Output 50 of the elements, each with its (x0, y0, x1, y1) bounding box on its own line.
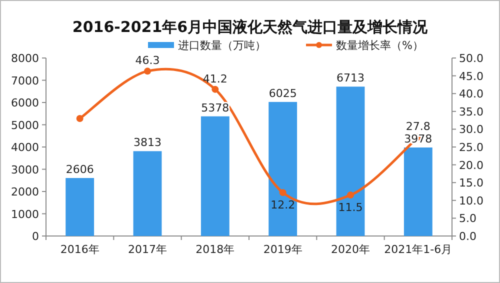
legend-label: 数量增长率（%） (336, 39, 424, 52)
bar (66, 178, 94, 236)
x-tick-label: 2018年 (196, 243, 235, 256)
y2-tick-label: 30.0 (459, 123, 484, 136)
y-tick-label: 2000 (11, 186, 39, 198)
y2-tick-label: 50.0 (459, 52, 484, 65)
legend-label: 进口数量（万吨） (178, 39, 266, 52)
y2-tick-label: 25.0 (459, 141, 484, 154)
y2-tick-label: 15.0 (459, 176, 484, 190)
y-tick-label: 7000 (11, 74, 39, 88)
x-tick-label: 2020年 (331, 243, 370, 256)
x-tick-label: 2021年1-6月 (384, 243, 452, 256)
bar (336, 86, 365, 236)
x-tick-label: 2019年 (263, 243, 302, 256)
y-tick-label: 4000 (11, 141, 39, 154)
y2-tick-label: 10.0 (459, 194, 484, 208)
data-label: 11.5 (338, 201, 363, 214)
y2-tick-label: 45.0 (459, 70, 484, 83)
y2-tick-label: 20.0 (459, 158, 484, 172)
data-label: 5378 (201, 101, 230, 114)
y-tick-label: 8000 (11, 52, 39, 65)
y-tick-label: 0 (32, 230, 39, 243)
point (212, 86, 219, 93)
data-label: 2606 (66, 163, 94, 176)
bar (133, 151, 162, 236)
bar (200, 116, 230, 236)
chart-title: 2016-2021年6月中国液化天然气进口量及增长情况 (72, 18, 429, 36)
data-label: 46.3 (135, 54, 160, 68)
x-tick-label: 2016年 (60, 243, 100, 256)
data-label: 12.2 (270, 198, 296, 212)
y2-tick-label: 35.0 (459, 105, 484, 118)
point (76, 115, 84, 122)
y2-tick-label: 0.0 (459, 230, 476, 243)
point (279, 189, 286, 196)
y2-tick-label: 40.0 (459, 88, 484, 101)
y-tick-label: 3000 (11, 163, 39, 176)
data-label: 6713 (336, 72, 364, 85)
point (144, 68, 151, 75)
data-label: 3813 (134, 136, 162, 150)
y2-tick-label: 5.0 (459, 212, 476, 226)
y-tick-label: 6000 (11, 96, 39, 110)
y-tick-label: 1000 (11, 208, 39, 221)
y-tick-label: 5000 (11, 118, 39, 132)
data-label: 41.2 (202, 72, 228, 86)
data-label: 6025 (268, 86, 297, 100)
point (347, 192, 354, 199)
x-tick-label: 2017年 (128, 243, 167, 256)
bar (404, 147, 432, 236)
bar (268, 102, 298, 236)
data-label: 27.8 (406, 120, 430, 134)
